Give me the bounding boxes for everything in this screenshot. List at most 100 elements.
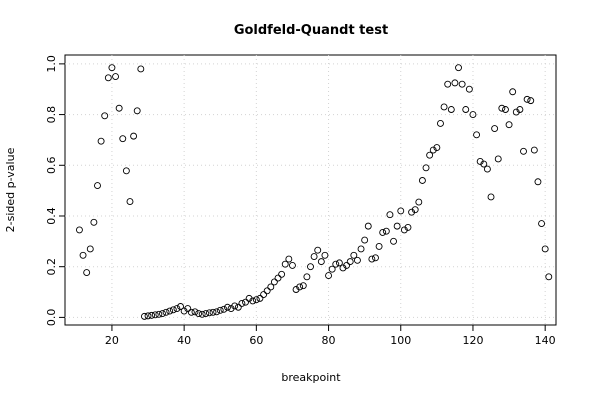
point xyxy=(90,218,98,226)
point xyxy=(140,312,148,320)
plot-frame xyxy=(64,54,557,326)
point xyxy=(115,104,123,112)
point xyxy=(473,131,481,139)
point xyxy=(469,111,477,119)
point xyxy=(209,308,217,316)
point xyxy=(520,147,527,155)
point xyxy=(390,237,397,245)
point xyxy=(307,263,314,271)
point xyxy=(260,291,268,299)
point xyxy=(249,297,257,305)
point xyxy=(177,303,184,310)
y-tick-label: 0.2 xyxy=(45,258,58,276)
point xyxy=(350,251,358,259)
point xyxy=(372,254,379,262)
point xyxy=(505,121,513,129)
point xyxy=(538,220,546,228)
chart-title: Goldfeld-Quandt test xyxy=(234,23,388,38)
point xyxy=(101,112,109,120)
point xyxy=(234,303,242,311)
point xyxy=(502,106,509,113)
point xyxy=(238,300,246,307)
point xyxy=(198,310,206,318)
point xyxy=(444,80,452,88)
point xyxy=(487,193,495,201)
point xyxy=(285,255,293,263)
point xyxy=(541,245,549,253)
point xyxy=(328,265,336,273)
point xyxy=(108,64,116,72)
point xyxy=(404,223,412,231)
point xyxy=(83,269,91,276)
point xyxy=(97,137,105,145)
point xyxy=(411,206,419,214)
point xyxy=(422,164,430,172)
point xyxy=(137,65,145,73)
point xyxy=(437,120,444,127)
point xyxy=(364,222,372,230)
y-axis-label: 2-sided p-value xyxy=(4,147,17,232)
point xyxy=(325,272,333,280)
point xyxy=(375,242,383,250)
x-tick-label: 80 xyxy=(322,334,336,347)
point xyxy=(133,107,141,115)
point xyxy=(483,165,491,173)
point xyxy=(303,273,311,281)
point xyxy=(252,296,260,304)
point xyxy=(447,106,455,113)
point xyxy=(509,88,517,96)
point xyxy=(270,278,278,286)
point xyxy=(79,251,87,259)
y-tick-label: 0.4 xyxy=(45,207,58,225)
point xyxy=(480,160,488,168)
point xyxy=(278,270,286,278)
point xyxy=(173,305,181,312)
x-tick-label: 40 xyxy=(177,334,191,347)
point xyxy=(527,97,535,105)
point xyxy=(310,253,318,260)
point xyxy=(126,198,134,205)
point xyxy=(205,309,213,317)
point xyxy=(382,227,390,235)
point xyxy=(94,182,101,190)
point xyxy=(530,146,538,154)
point xyxy=(86,245,94,253)
point xyxy=(462,106,470,113)
point xyxy=(144,312,152,320)
x-tick-label: 20 xyxy=(105,334,119,347)
point xyxy=(458,80,466,88)
y-tick-label: 1.0 xyxy=(45,55,58,73)
point xyxy=(433,144,441,151)
point xyxy=(415,198,423,206)
y-tick-label: 0.0 xyxy=(45,309,58,327)
point xyxy=(75,226,83,234)
point xyxy=(426,151,434,159)
point xyxy=(534,178,542,186)
point xyxy=(169,306,177,314)
point xyxy=(335,259,343,267)
point xyxy=(155,310,163,318)
point xyxy=(184,305,192,312)
point xyxy=(494,155,502,163)
point xyxy=(195,310,203,318)
point xyxy=(353,256,361,264)
point xyxy=(202,310,210,318)
x-axis-label: breakpoint xyxy=(281,371,341,384)
point xyxy=(263,287,271,295)
point xyxy=(314,246,322,254)
point xyxy=(465,85,473,93)
point xyxy=(187,308,195,316)
point xyxy=(213,308,221,316)
point xyxy=(281,260,289,268)
point xyxy=(162,308,170,316)
y-tick-label: 0.6 xyxy=(45,157,58,175)
point xyxy=(379,229,387,236)
point xyxy=(151,311,159,319)
x-tick-label: 100 xyxy=(390,334,411,347)
point xyxy=(288,261,296,269)
point xyxy=(130,132,138,140)
point xyxy=(267,283,275,291)
point xyxy=(112,73,119,80)
point xyxy=(451,79,459,87)
